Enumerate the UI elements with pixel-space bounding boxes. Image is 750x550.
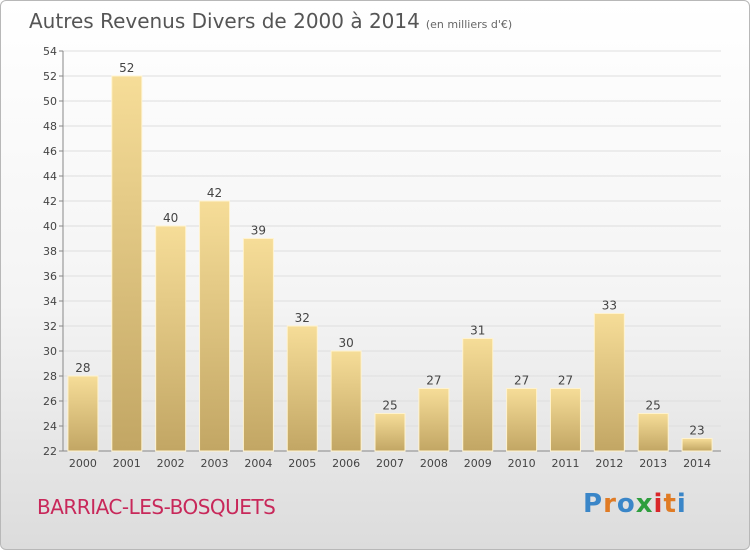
brand-letter: t: [663, 489, 677, 519]
x-tick-label: 2000: [69, 457, 97, 470]
y-tick-label: 42: [43, 195, 57, 208]
x-tick-label: 2001: [113, 457, 141, 470]
chart-title: Autres Revenus Divers de 2000 à 2014: [29, 9, 420, 33]
brand-letter: i: [653, 489, 664, 519]
value-label: 52: [119, 61, 134, 75]
brand-letter: x: [635, 489, 654, 519]
town-name: BARRIAC-LES-BOSQUETS: [37, 495, 276, 519]
value-label: 39: [251, 224, 266, 238]
y-tick-label: 48: [43, 120, 57, 133]
brand-letter: o: [616, 489, 636, 519]
x-tick-label: 2003: [201, 457, 229, 470]
y-tick-label: 34: [43, 295, 57, 308]
bar-2000: [67, 375, 99, 452]
x-tick-label: 2006: [332, 457, 360, 470]
y-tick-label: 24: [43, 420, 57, 433]
y-tick-label: 46: [43, 145, 57, 158]
brand-letter: r: [603, 489, 617, 519]
x-tick-label: 2012: [595, 457, 623, 470]
y-tick-label: 30: [43, 345, 57, 358]
bar-2011: [549, 388, 581, 452]
value-label: 40: [163, 211, 178, 225]
bar-2010: [506, 388, 538, 452]
bar-2003: [199, 200, 231, 452]
x-tick-label: 2004: [244, 457, 272, 470]
y-tick-label: 22: [43, 445, 57, 458]
bar-2013: [637, 413, 669, 452]
y-tick-label: 26: [43, 395, 57, 408]
value-label: 42: [207, 186, 222, 200]
chart-subtitle: (en milliers d'€): [425, 18, 513, 31]
x-tick-label: 2008: [420, 457, 448, 470]
value-label: 27: [514, 374, 529, 388]
title-block: Autres Revenus Divers de 2000 à 2014 (en …: [29, 9, 512, 33]
x-tick-label: 2014: [683, 457, 711, 470]
value-label: 27: [426, 374, 441, 388]
y-tick-label: 28: [43, 370, 57, 383]
brand-letter: P: [583, 489, 604, 519]
bar-2005: [286, 325, 318, 452]
y-tick-label: 38: [43, 245, 57, 258]
value-label: 32: [295, 311, 310, 325]
value-label: 30: [338, 336, 353, 350]
value-label: 27: [558, 374, 573, 388]
bar-2001: [111, 75, 143, 452]
brand-letter: i: [676, 489, 687, 519]
bar-2012: [593, 313, 625, 452]
y-tick-label: 52: [43, 70, 57, 83]
y-tick-label: 50: [43, 95, 57, 108]
bar-2006: [330, 350, 362, 452]
bar-2007: [374, 413, 406, 452]
x-tick-label: 2009: [464, 457, 492, 470]
x-tick-label: 2007: [376, 457, 404, 470]
value-label: 23: [689, 424, 704, 438]
x-tick-label: 2011: [551, 457, 579, 470]
bar-2014: [681, 438, 713, 452]
y-tick-label: 32: [43, 320, 57, 333]
value-label: 25: [382, 399, 397, 413]
x-tick-label: 2010: [508, 457, 536, 470]
brand-logo: Proxiti: [583, 489, 687, 519]
x-tick-label: 2002: [157, 457, 185, 470]
value-label: 31: [470, 324, 485, 338]
value-label: 33: [602, 299, 617, 313]
bar-2004: [242, 238, 274, 452]
y-tick-label: 44: [43, 170, 57, 183]
value-label: 25: [646, 399, 661, 413]
value-label: 28: [75, 361, 90, 375]
y-tick-label: 54: [43, 45, 57, 58]
bar-2008: [418, 388, 450, 452]
y-tick-label: 36: [43, 270, 57, 283]
bar-2002: [155, 225, 187, 452]
bar-2009: [462, 338, 494, 452]
x-tick-label: 2013: [639, 457, 667, 470]
x-tick-label: 2005: [288, 457, 316, 470]
y-tick-label: 40: [43, 220, 57, 233]
